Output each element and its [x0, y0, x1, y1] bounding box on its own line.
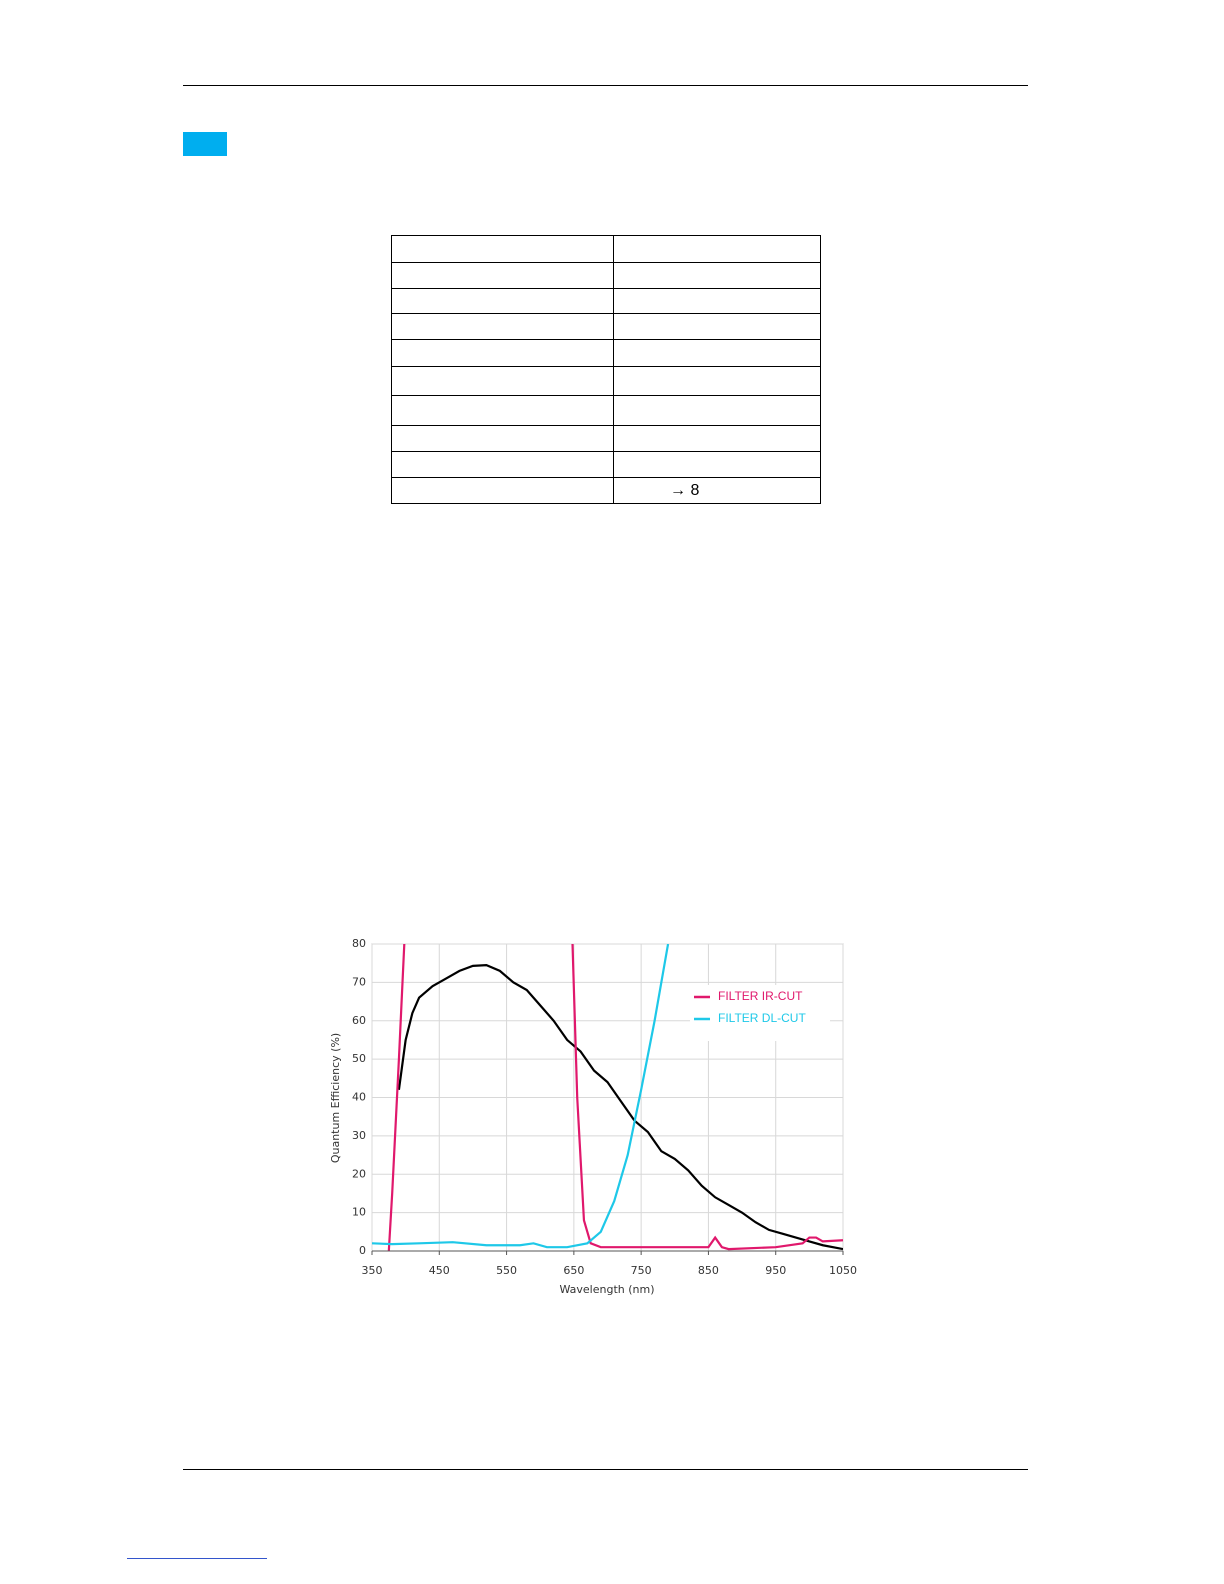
y-tick-label: 0	[359, 1244, 366, 1257]
y-tick-label: 20	[352, 1167, 366, 1180]
data-line	[397, 963, 843, 1251]
y-axis-title: Quantum Efficiency (%)	[329, 1033, 342, 1163]
x-tick-label: 650	[563, 1264, 584, 1277]
spec-table: → 8	[391, 235, 821, 504]
legend-label: FILTER IR-CUT	[718, 989, 803, 1003]
legend-label: FILTER DL-CUT	[718, 1011, 806, 1025]
x-tick-label: 950	[765, 1264, 786, 1277]
x-tick-label: 1050	[829, 1264, 857, 1277]
y-tick-label: 70	[352, 975, 366, 988]
x-tick-label: 550	[496, 1264, 517, 1277]
x-axis-title: Wavelength (nm)	[559, 1283, 654, 1296]
footer-rule	[183, 1469, 1028, 1470]
y-tick-label: 40	[352, 1091, 366, 1104]
x-tick-label: 350	[362, 1264, 383, 1277]
y-tick-label: 80	[352, 937, 366, 950]
chart: 0 10 20 30 40 50 60 70 80 350 450 550 650 750 850 950 10…	[329, 937, 857, 1296]
footer-link-underline	[127, 1558, 267, 1559]
data-line	[387, 944, 843, 1251]
x-tick-label: 450	[429, 1264, 450, 1277]
x-tick-label: 750	[631, 1264, 652, 1277]
x-tick-label: 850	[698, 1264, 719, 1277]
y-tick-label: 10	[352, 1206, 366, 1219]
header-rule	[183, 85, 1028, 86]
table-cell: → 8	[613, 477, 821, 504]
y-tick-label: 60	[352, 1014, 366, 1027]
data-line	[372, 944, 670, 1249]
y-tick-label: 50	[352, 1052, 366, 1065]
y-tick-label: 30	[352, 1129, 366, 1142]
section-marker	[183, 132, 227, 156]
legend-box	[690, 985, 830, 1041]
